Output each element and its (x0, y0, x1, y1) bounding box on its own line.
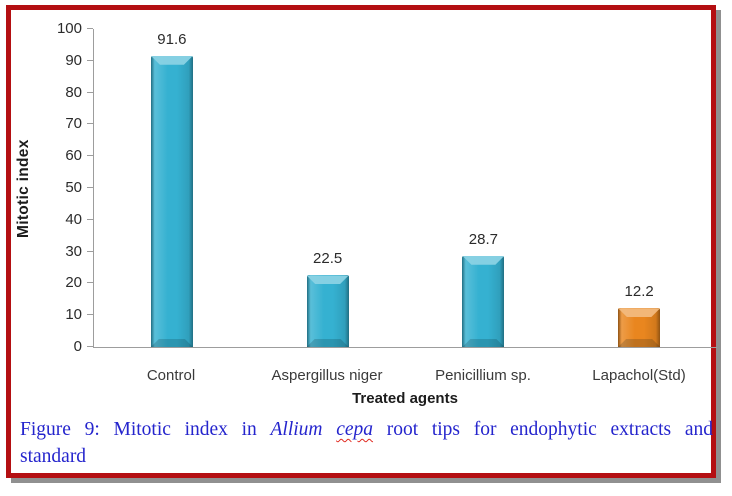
bar-lapachol-std (618, 308, 661, 347)
genus-word: Allium (270, 419, 323, 440)
y-tick-label: 100 (56, 20, 82, 37)
y-tick-label: 20 (65, 274, 82, 292)
y-tick-mark (87, 91, 93, 93)
misspelled-word-squiggle: cepa (336, 419, 374, 440)
y-tick-mark (87, 346, 93, 347)
caption-suffix: root tips for endophytic extracts and (386, 419, 713, 440)
species-name-italic: Allium cepa (271, 419, 374, 440)
document-border-frame: Mitotic index 91.6 22.5 28.7 12.2 0 10 20 30 40… (6, 5, 717, 478)
x-category-label: Penicillium sp. (435, 367, 531, 384)
y-axis-title: Mitotic index (15, 139, 32, 238)
y-tick-label: 10 (65, 306, 82, 324)
y-tick-label: 30 (65, 242, 82, 260)
y-tick-label: 40 (65, 210, 82, 228)
y-tick-label: 50 (65, 179, 82, 196)
x-category-labels: Control Aspergillus niger Penicillium sp. L… (93, 367, 717, 384)
y-tick-mark (87, 282, 93, 284)
bar-slot: 28.7 (406, 29, 562, 347)
figure-caption: Figure 9: Mitotic index in Allium cepa r… (20, 416, 713, 470)
y-tick-mark (87, 123, 93, 125)
bar-value-label: 28.7 (468, 230, 498, 248)
y-tick-mark (87, 250, 93, 252)
bar-slot: 22.5 (250, 29, 406, 347)
x-category-label: Aspergillus niger (271, 367, 383, 384)
y-tick-label: 0 (73, 338, 82, 355)
y-tick-mark (87, 59, 93, 61)
y-tick-mark (87, 218, 93, 220)
caption-line-1: Figure 9: Mitotic index in Allium cepa r… (20, 416, 713, 443)
y-tick-mark (87, 187, 93, 188)
y-tick-mark (87, 155, 93, 157)
bar-penicillium-sp (462, 255, 505, 347)
x-category-label: Control (146, 367, 196, 384)
y-tick-mark (87, 28, 93, 29)
caption-prefix: Figure 9: Mitotic index in (20, 419, 257, 440)
caption-line-2: standard (20, 446, 87, 467)
plot-area: 91.6 22.5 28.7 12.2 0 10 20 30 40 50 60 70 80 90 100 (57, 20, 717, 355)
bar-value-label: 22.5 (313, 250, 343, 268)
bar-slot: 91.6 (94, 29, 250, 347)
x-category-label: Lapachol(Std) (592, 367, 686, 384)
y-tick-label: 80 (65, 83, 82, 101)
bar-slot: 12.2 (561, 29, 717, 347)
bar-control (150, 55, 193, 347)
bar-aspergillus-niger (306, 275, 349, 347)
y-tick-label: 60 (65, 147, 82, 165)
bar-chart: Mitotic index 91.6 22.5 28.7 12.2 0 10 20 30 40… (11, 10, 717, 412)
bar-value-label: 12.2 (624, 283, 654, 301)
y-tick-mark (87, 314, 93, 316)
y-tick-label: 70 (65, 115, 82, 133)
x-axis-title: Treated agents (352, 390, 458, 407)
bar-value-label: 91.6 (157, 30, 187, 48)
y-tick-label: 90 (65, 51, 82, 69)
bar-slots: 91.6 22.5 28.7 12.2 (94, 29, 717, 347)
